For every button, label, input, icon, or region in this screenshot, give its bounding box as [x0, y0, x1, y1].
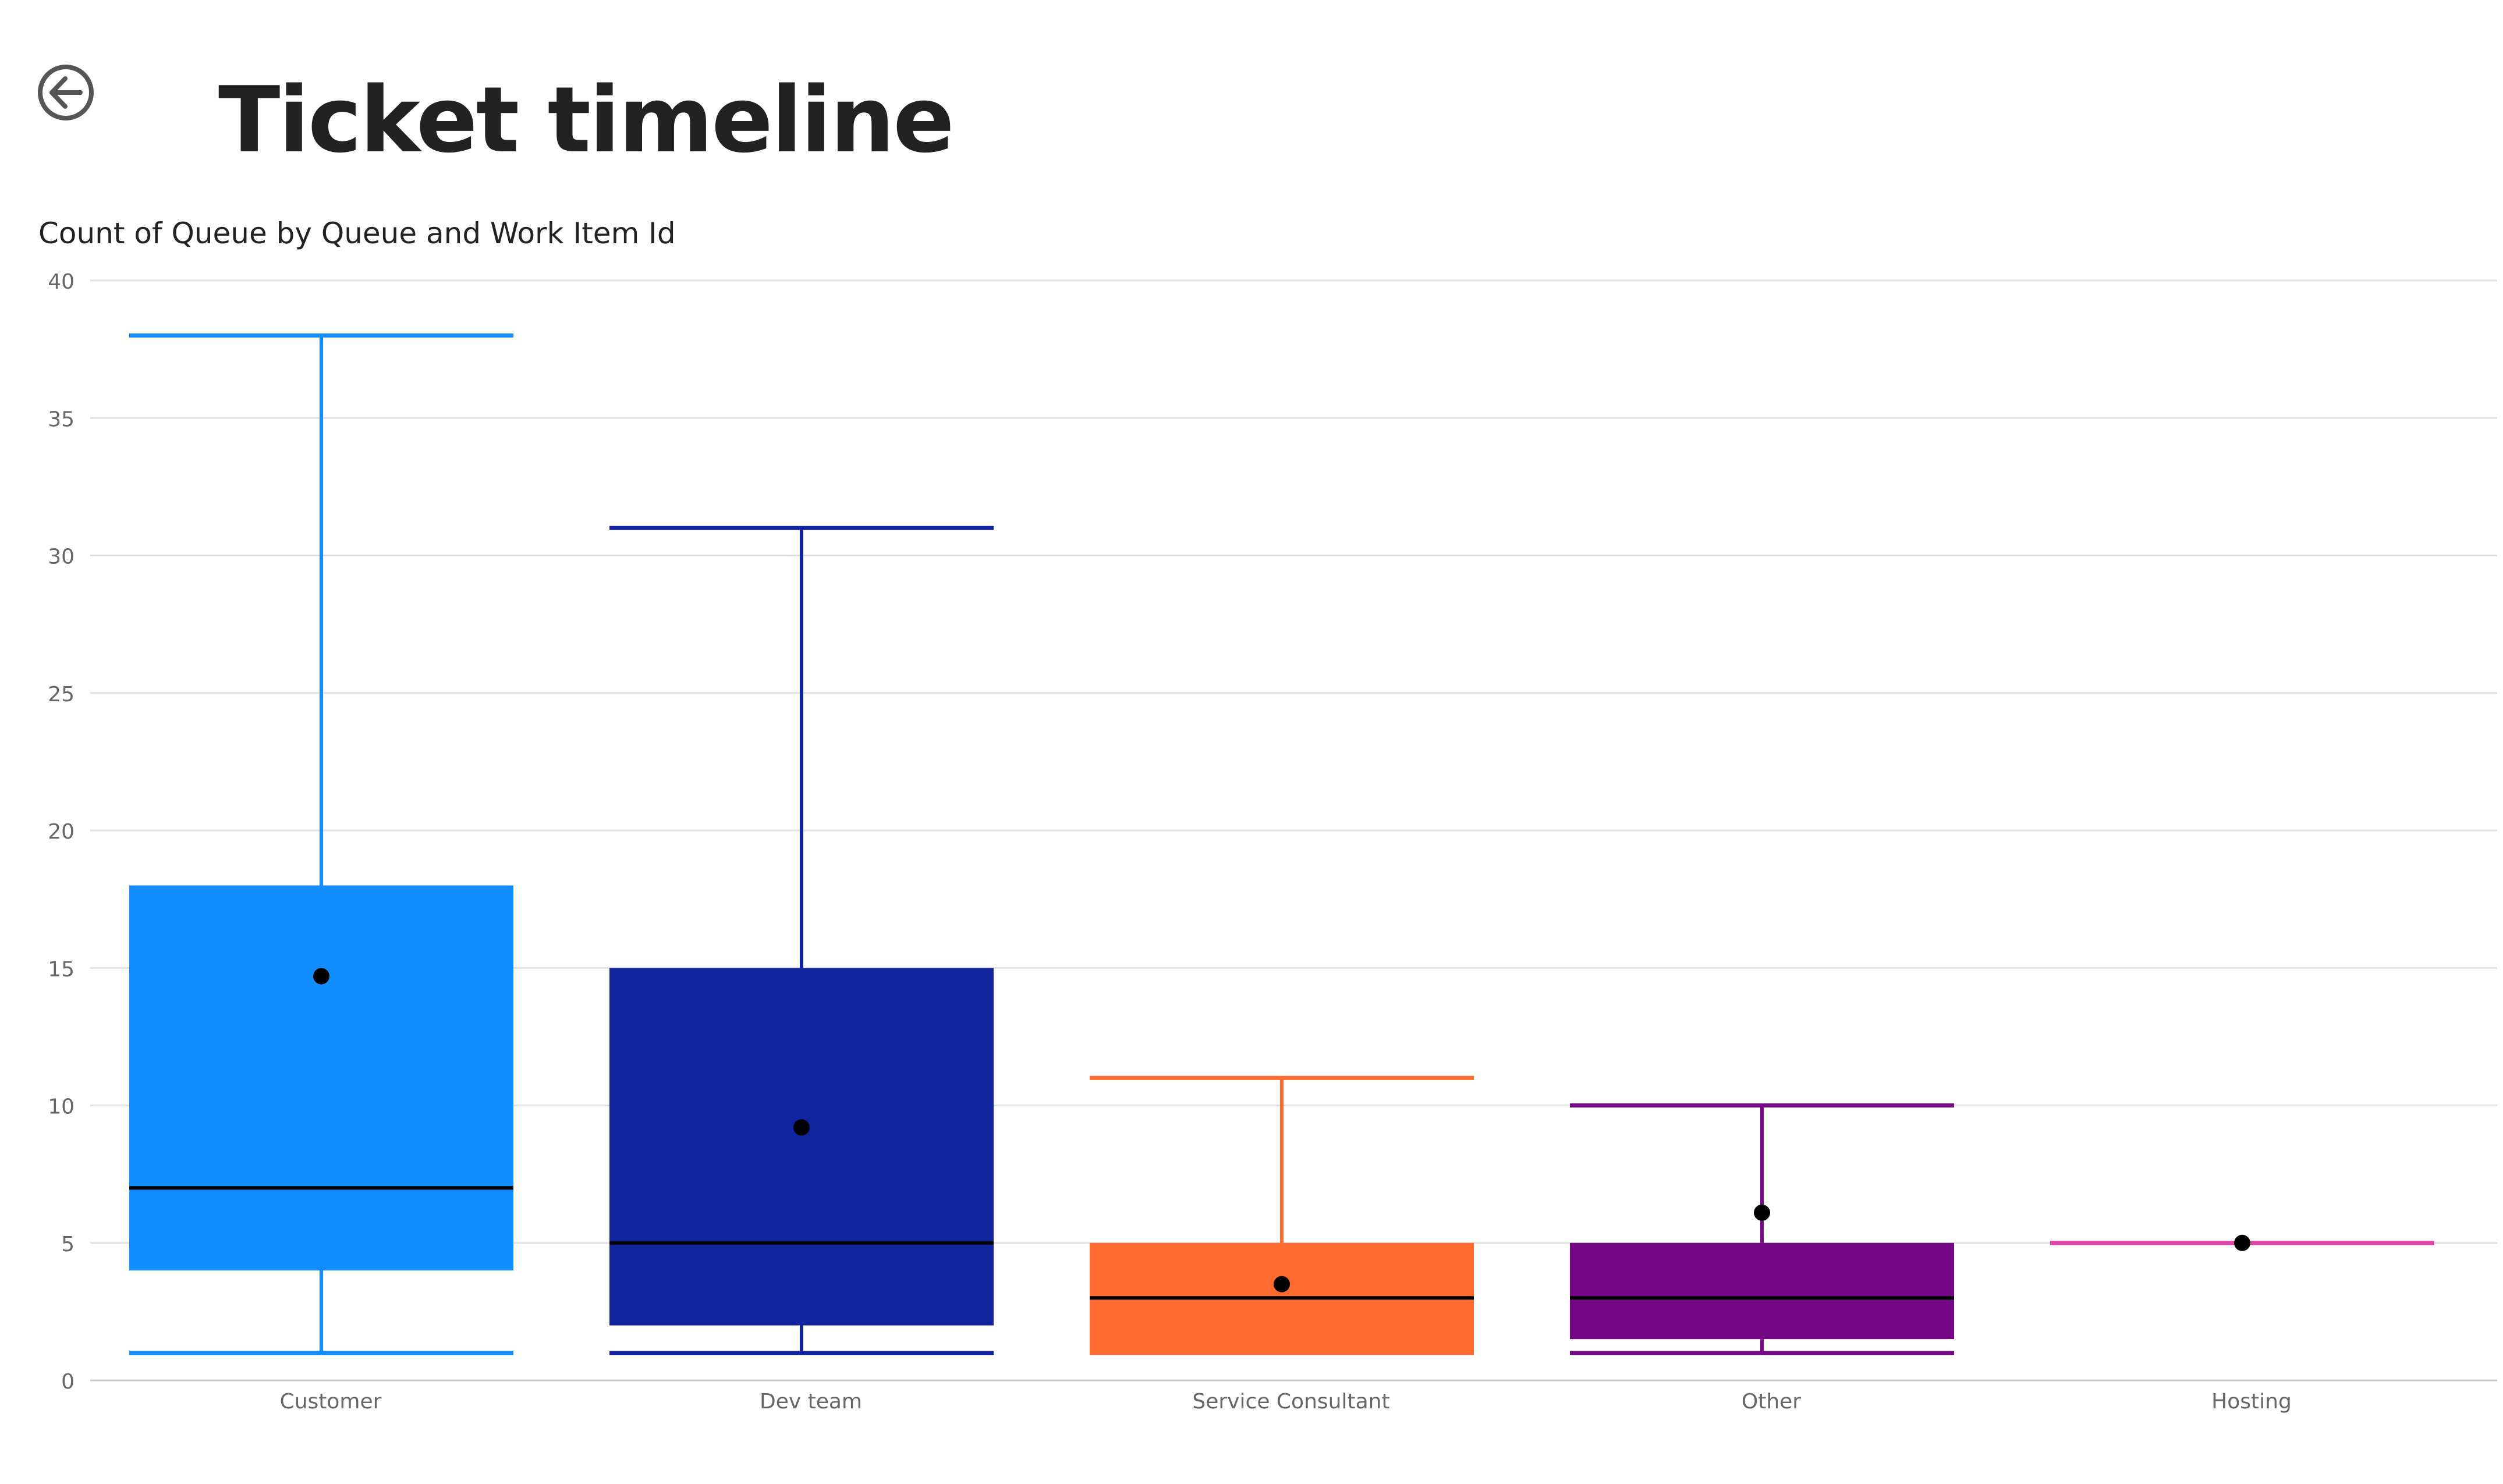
y-tick-label: 20 [48, 820, 75, 844]
box-other[interactable] [1570, 1242, 1954, 1340]
box-dev-team[interactable] [609, 968, 994, 1326]
x-tick-label: Hosting [2211, 1390, 2292, 1414]
x-tick-label: Dev team [760, 1390, 862, 1414]
y-tick-label: 5 [61, 1233, 75, 1256]
y-tick-label: 40 [48, 270, 75, 294]
x-tick-label: Service Consultant [1192, 1390, 1389, 1414]
x-tick-label: Customer [280, 1390, 382, 1414]
box-customer[interactable] [129, 885, 513, 1271]
mean-point [1274, 1276, 1290, 1293]
y-tick-label: 0 [61, 1370, 75, 1394]
mean-point [2234, 1234, 2250, 1251]
y-tick-label: 10 [48, 1095, 75, 1119]
chart-title: Count of Queue by Queue and Work Item Id [38, 216, 676, 250]
y-tick-label: 35 [48, 407, 75, 431]
y-tick-label: 25 [48, 683, 75, 707]
mean-point [313, 968, 329, 985]
mean-point [793, 1119, 810, 1136]
back-button[interactable] [36, 63, 95, 122]
mean-point [1754, 1204, 1770, 1221]
x-tick-label: Other [1742, 1390, 1801, 1414]
y-tick-label: 15 [48, 957, 75, 981]
y-tick-label: 30 [48, 545, 75, 569]
page-title: Ticket timeline [218, 67, 955, 173]
arrow-left-circle-icon [38, 65, 94, 120]
